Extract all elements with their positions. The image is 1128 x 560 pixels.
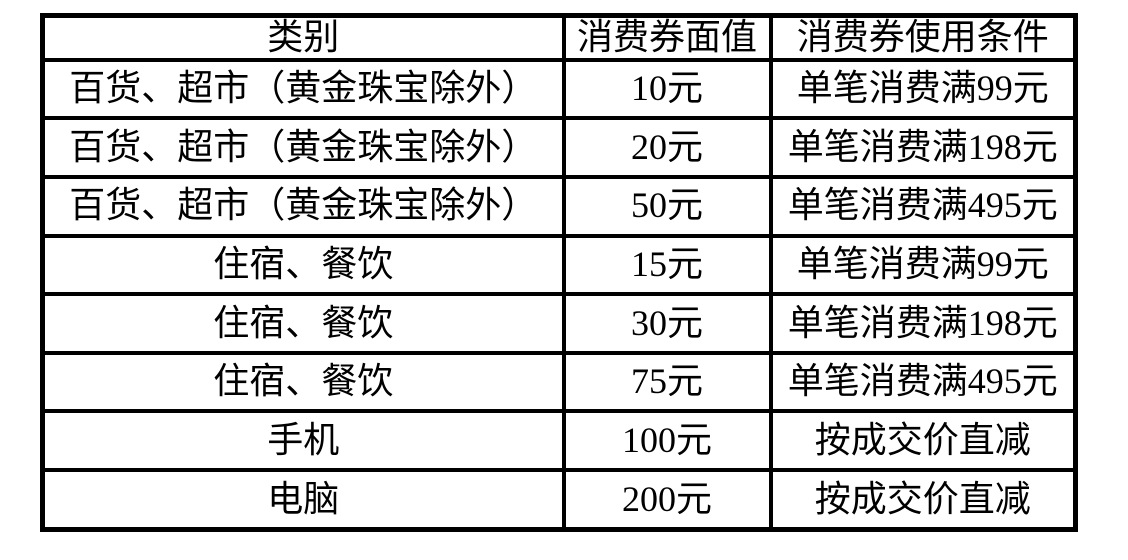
category-cell: 住宿、餐饮 — [40, 233, 566, 297]
category-cell: 百货、超市（黄金珠宝除外） — [40, 116, 566, 179]
category-cell: 百货、超市（黄金珠宝除外） — [40, 57, 566, 121]
condition-cell: 单笔消费满99元 — [768, 233, 1078, 297]
condition-cell: 按成交价直减 — [768, 468, 1078, 532]
value-cell: 30元 — [561, 292, 773, 355]
voucher-table: 类别 消费券面值 消费券使用条件 百货、超市（黄金珠宝除外） 10元 单笔消费满… — [40, 13, 1078, 532]
category-cell: 百货、超市（黄金珠宝除外） — [40, 174, 566, 238]
header-usage-condition: 消费券使用条件 — [768, 13, 1078, 62]
value-cell: 75元 — [561, 350, 773, 414]
header-category: 类别 — [40, 13, 566, 62]
condition-cell: 单笔消费满495元 — [768, 350, 1078, 414]
table-row: 百货、超市（黄金珠宝除外） 10元 单笔消费满99元 — [40, 57, 1078, 121]
table-row: 住宿、餐饮 75元 单笔消费满495元 — [40, 350, 1078, 414]
value-cell: 15元 — [561, 233, 773, 297]
header-voucher-value: 消费券面值 — [561, 13, 773, 62]
category-cell: 手机 — [40, 409, 566, 473]
condition-cell: 单笔消费满99元 — [768, 57, 1078, 121]
condition-cell: 按成交价直减 — [768, 409, 1078, 473]
value-cell: 50元 — [561, 174, 773, 238]
table-row: 住宿、餐饮 15元 单笔消费满99元 — [40, 233, 1078, 297]
table-row: 百货、超市（黄金珠宝除外） 50元 单笔消费满495元 — [40, 174, 1078, 238]
table-row: 住宿、餐饮 30元 单笔消费满198元 — [40, 292, 1078, 355]
category-cell: 住宿、餐饮 — [40, 350, 566, 414]
table-body: 百货、超市（黄金珠宝除外） 10元 单笔消费满99元 百货、超市（黄金珠宝除外）… — [40, 57, 1078, 532]
category-cell: 住宿、餐饮 — [40, 292, 566, 355]
category-cell: 电脑 — [40, 468, 566, 532]
condition-cell: 单笔消费满198元 — [768, 116, 1078, 179]
value-cell: 20元 — [561, 116, 773, 179]
header-row: 类别 消费券面值 消费券使用条件 — [40, 13, 1078, 62]
table-row: 手机 100元 按成交价直减 — [40, 409, 1078, 473]
table-row: 电脑 200元 按成交价直减 — [40, 468, 1078, 532]
condition-cell: 单笔消费满495元 — [768, 174, 1078, 238]
value-cell: 200元 — [561, 468, 773, 532]
condition-cell: 单笔消费满198元 — [768, 292, 1078, 355]
table-row: 百货、超市（黄金珠宝除外） 20元 单笔消费满198元 — [40, 116, 1078, 179]
value-cell: 100元 — [561, 409, 773, 473]
value-cell: 10元 — [561, 57, 773, 121]
